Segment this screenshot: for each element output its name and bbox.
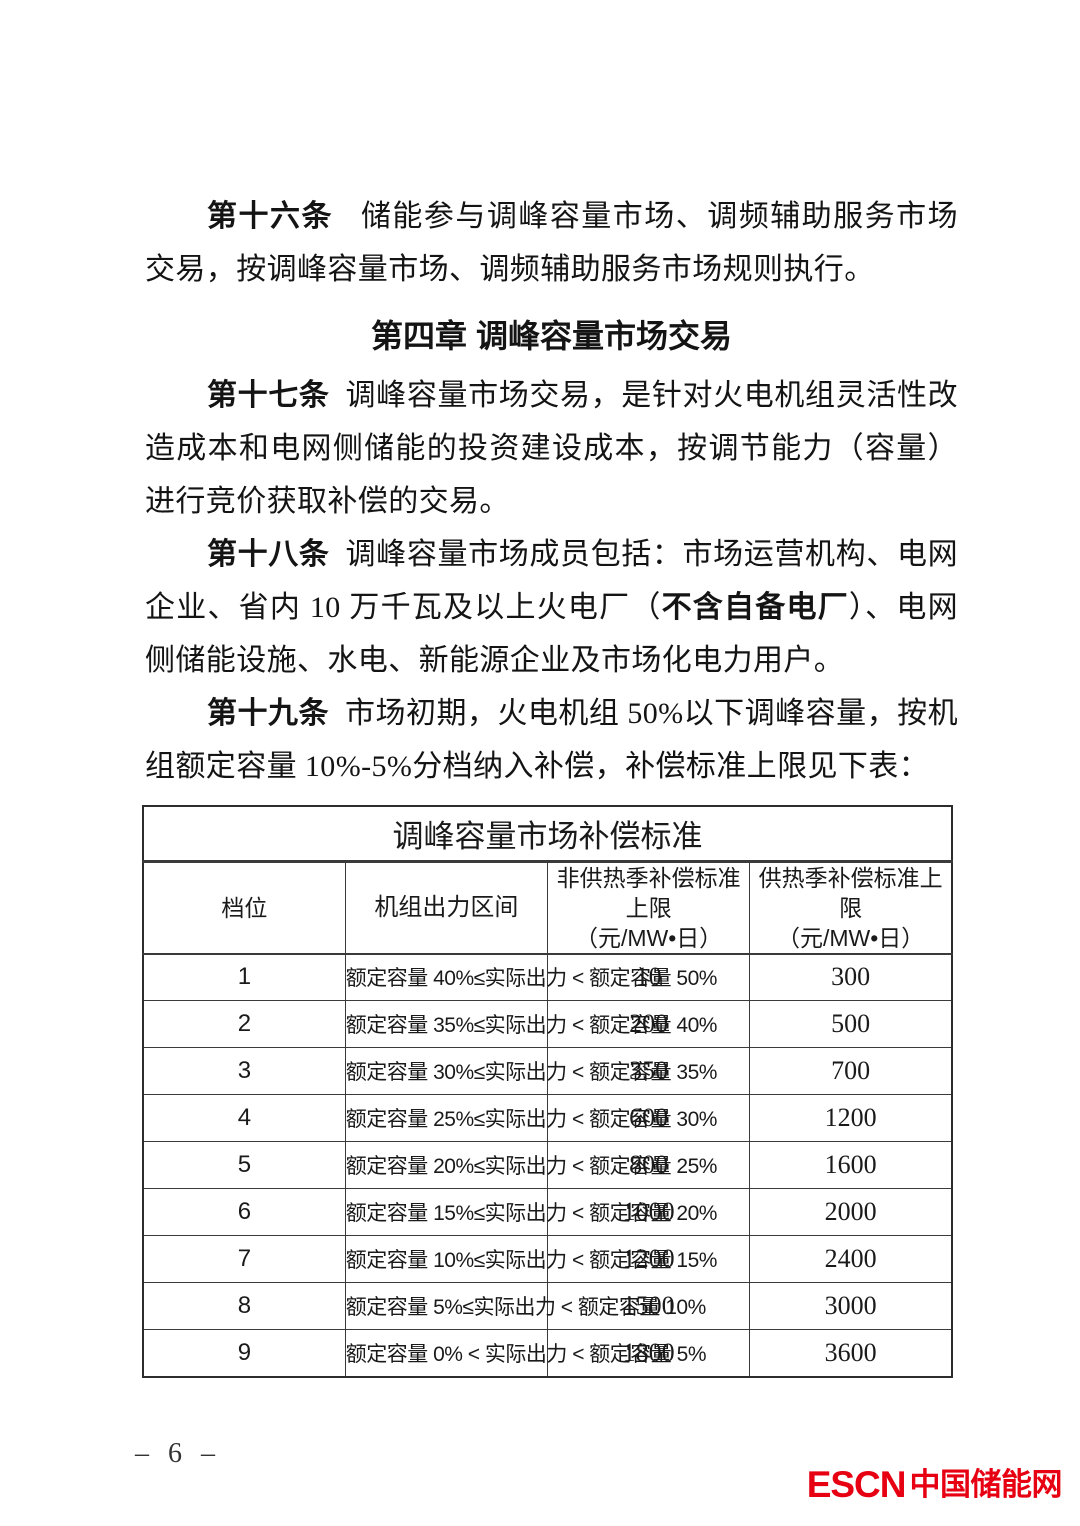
grade-cell: 4	[142, 1094, 346, 1142]
grade-cell: 3	[142, 1047, 346, 1095]
table-row: 8 额定容量 5%≤实际出力 < 额定容量 10% 1500 3000	[142, 1282, 953, 1330]
grade-cell: 7	[142, 1235, 346, 1283]
article-17-label: 第十七条	[207, 379, 330, 412]
table-header-row: 档位 机组出力区间 非供热季补偿标准上限 （元/MW•日） 供热季补偿标准上限 …	[142, 860, 953, 955]
heating-cell: 500	[749, 1000, 953, 1048]
range-cell: 额定容量 20%≤实际出力 < 额定容量 25%	[344, 1141, 717, 1189]
article-16: 第十六条 储能参与调峰容量市场、调频辅助服务市场交易，按调峰容量市场、调频辅助服务…	[145, 190, 958, 296]
grade-cell: 1	[142, 953, 346, 1001]
table-title: 调峰容量市场补偿标准	[142, 805, 953, 863]
non-heating-cell: 1800	[546, 1329, 751, 1377]
col-header-non-heating-line1: 非供热季补偿标准上限	[556, 864, 741, 921]
article-16-label: 第十六条	[207, 200, 333, 233]
range-cell: 额定容量 40%≤实际出力 < 额定容量 50%	[344, 953, 717, 1001]
range-cell: 额定容量 35%≤实际出力 < 额定容量 40%	[344, 1000, 717, 1048]
non-heating-cell: 1500	[546, 1282, 751, 1330]
escn-logo-latin: ESCN	[806, 1464, 907, 1505]
range-cell: 额定容量 25%≤实际出力 < 额定容量 30%	[344, 1094, 717, 1142]
col-header-non-heating-line2: （元/MW•日）	[574, 924, 723, 951]
non-heating-cell: 800	[546, 1141, 751, 1189]
article-17-text: 调峰容量市场交易，是针对火电机组灵活性改造成本和电网侧储能的投资建设成本，按调节…	[145, 379, 958, 518]
col-header-grade: 档位	[142, 860, 346, 955]
table-title-row: 调峰容量市场补偿标准	[142, 805, 953, 863]
heating-cell: 3000	[749, 1282, 953, 1330]
table-row: 6 额定容量 15%≤实际出力 < 额定容量 20% 1000 2000	[142, 1188, 953, 1236]
non-heating-cell: 1200	[546, 1235, 751, 1283]
heating-cell: 1600	[749, 1141, 953, 1189]
heating-cell: 3600	[749, 1329, 953, 1377]
non-heating-cell: 1000	[546, 1188, 751, 1236]
col-header-non-heating: 非供热季补偿标准上限 （元/MW•日）	[546, 860, 751, 955]
escn-logo: ESCN 中国储能网	[806, 1464, 1063, 1505]
grade-cell: 9	[142, 1329, 346, 1377]
article-16-text: 储能参与调峰容量市场、调频辅助服务市场交易，按调峰容量市场、调频辅助服务市场规则…	[145, 200, 958, 286]
range-cell: 额定容量 30%≤实际出力 < 额定容量 35%	[344, 1047, 717, 1095]
heating-cell: 300	[749, 953, 953, 1001]
article-18-text-pre: 调峰容量市场成员包括：市场运营机构、电网企业、省内 10 万千瓦及以上火电厂（	[145, 538, 958, 624]
article-18-text-bold: 不含自备电厂	[661, 591, 849, 624]
table-row: 5 额定容量 20%≤实际出力 < 额定容量 25% 800 1600	[142, 1141, 953, 1189]
col-header-range: 机组出力区间	[344, 860, 549, 955]
heating-cell: 2000	[749, 1188, 953, 1236]
article-18: 第十八条 调峰容量市场成员包括：市场运营机构、电网企业、省内 10 万千瓦及以上火…	[145, 528, 958, 687]
heating-cell: 1200	[749, 1094, 953, 1142]
table-row: 3 额定容量 30%≤实际出力 < 额定容量 35% 350 700	[142, 1047, 953, 1095]
article-18-label: 第十八条	[207, 538, 330, 571]
table-row: 4 额定容量 25%≤实际出力 < 额定容量 30% 600 1200	[142, 1094, 953, 1142]
range-cell: 额定容量 15%≤实际出力 < 额定容量 20%	[344, 1188, 717, 1236]
page-number: – 6 –	[135, 1438, 221, 1469]
non-heating-cell: 10	[546, 953, 751, 1001]
non-heating-cell: 350	[546, 1047, 751, 1095]
range-cell: 额定容量 5%≤实际出力 < 额定容量 10%	[344, 1282, 706, 1330]
escn-logo-chinese: 中国储能网	[909, 1467, 1063, 1502]
article-17: 第十七条 调峰容量市场交易，是针对火电机组灵活性改造成本和电网侧储能的投资建设成本…	[145, 369, 958, 528]
grade-cell: 2	[142, 1000, 346, 1048]
table-row: 1 额定容量 40%≤实际出力 < 额定容量 50% 10 300	[142, 953, 953, 1001]
grade-cell: 8	[142, 1282, 346, 1330]
range-cell: 额定容量 10%≤实际出力 < 额定容量 15%	[344, 1235, 717, 1283]
article-19: 第十九条 市场初期，火电机组 50%以下调峰容量，按机组额定容量 10%-5%分档…	[145, 687, 958, 793]
table-row: 2 额定容量 35%≤实际出力 < 额定容量 40% 200 500	[142, 1000, 953, 1048]
col-header-heating-line1: 供热季补偿标准上限	[758, 864, 943, 921]
document-body: 第十六条 储能参与调峰容量市场、调频辅助服务市场交易，按调峰容量市场、调频辅助服务…	[142, 190, 958, 1378]
table-row: 7 额定容量 10%≤实际出力 < 额定容量 15% 1200 2400	[142, 1235, 953, 1283]
article-19-text: 市场初期，火电机组 50%以下调峰容量，按机组额定容量 10%-5%分档纳入补偿…	[145, 697, 958, 783]
non-heating-cell: 600	[546, 1094, 751, 1142]
article-19-label: 第十九条	[207, 697, 329, 730]
range-cell: 额定容量 0% < 实际出力 < 额定容量 5%	[344, 1329, 707, 1377]
chapter-heading: 第四章 调峰容量市场交易	[371, 318, 732, 354]
table-row: 9 额定容量 0% < 实际出力 < 额定容量 5% 1800 3600	[142, 1329, 953, 1377]
grade-cell: 5	[142, 1141, 346, 1189]
col-header-heating-line2: （元/MW•日）	[776, 924, 925, 951]
heating-cell: 2400	[749, 1235, 953, 1283]
heating-cell: 700	[749, 1047, 953, 1095]
article-18-text-post: ）、电网侧储能设施、水电、新能源企业及市场化电力用户。	[145, 591, 958, 677]
grade-cell: 6	[142, 1188, 346, 1236]
compensation-table: 调峰容量市场补偿标准 档位 机组出力区间 非供热季补偿标准上限 （元/MW•日）…	[142, 805, 953, 1378]
col-header-heating: 供热季补偿标准上限 （元/MW•日）	[749, 860, 953, 955]
